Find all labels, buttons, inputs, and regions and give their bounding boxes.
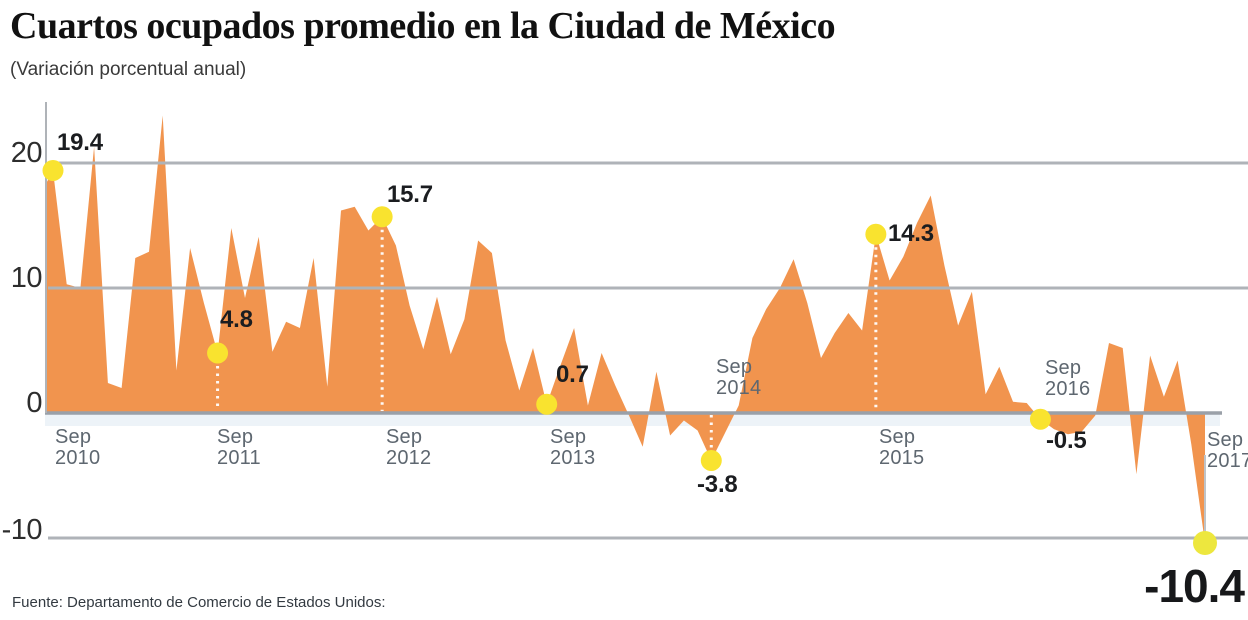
x-tick-year: 2014 <box>716 377 762 399</box>
data-label-sep-2013: 0.7 <box>556 361 589 388</box>
x-tick-year: 2011 <box>217 447 261 469</box>
data-label-sep-2014: -3.8 <box>697 471 738 498</box>
data-label-sep-2017: -10.4 <box>1144 560 1245 612</box>
data-label-sep-2012: 15.7 <box>387 181 433 208</box>
x-tick-month: Sep <box>879 426 916 448</box>
data-label-sep-2016: -0.5 <box>1046 427 1087 454</box>
x-tick-month: Sep <box>1207 429 1244 451</box>
x-tick-month: Sep <box>1045 357 1082 379</box>
x-tick-month: Sep <box>55 426 92 448</box>
data-label-sep-2011: 4.8 <box>220 306 253 333</box>
source-note: Fuente: Departamento de Comercio de Esta… <box>12 594 386 611</box>
x-tick-year: 2015 <box>879 447 925 469</box>
x-tick-month: Sep <box>217 426 254 448</box>
y-axis-tick-10: 10 <box>10 262 43 294</box>
y-axis-tick-neg10: -10 <box>1 514 43 546</box>
x-axis-tick-sep-2016: Sep 2016 <box>1045 358 1090 400</box>
data-label-sep-2010: 19.4 <box>57 129 103 156</box>
x-axis-tick-sep-2012: Sep 2012 <box>386 427 431 469</box>
y-axis-tick-0: 0 <box>26 387 42 419</box>
x-axis-tick-sep-2014: Sep 2014 <box>716 357 761 399</box>
x-tick-month: Sep <box>550 426 587 448</box>
chart-title: Cuartos ocupados promedio en la Ciudad d… <box>10 5 836 47</box>
chart-subtitle: (Variación porcentual anual) <box>10 59 247 80</box>
x-tick-year: 2013 <box>550 447 596 469</box>
x-axis-tick-sep-2015: Sep 2015 <box>879 427 924 469</box>
x-tick-year: 2016 <box>1045 378 1091 400</box>
x-tick-month: Sep <box>386 426 423 448</box>
x-tick-year: 2012 <box>386 447 432 469</box>
x-axis-tick-sep-2017: Sep 2017 <box>1207 430 1248 472</box>
x-tick-month: Sep <box>716 356 753 378</box>
y-axis-tick-20: 20 <box>10 137 43 169</box>
data-label-sep-2015: 14.3 <box>888 220 934 247</box>
x-axis-tick-sep-2011: Sep 2011 <box>217 427 261 469</box>
x-tick-year: 2010 <box>55 447 101 469</box>
x-axis-tick-sep-2013: Sep 2013 <box>550 427 595 469</box>
x-tick-year: 2017 <box>1207 450 1248 472</box>
x-axis-tick-sep-2010: Sep 2010 <box>55 427 100 469</box>
